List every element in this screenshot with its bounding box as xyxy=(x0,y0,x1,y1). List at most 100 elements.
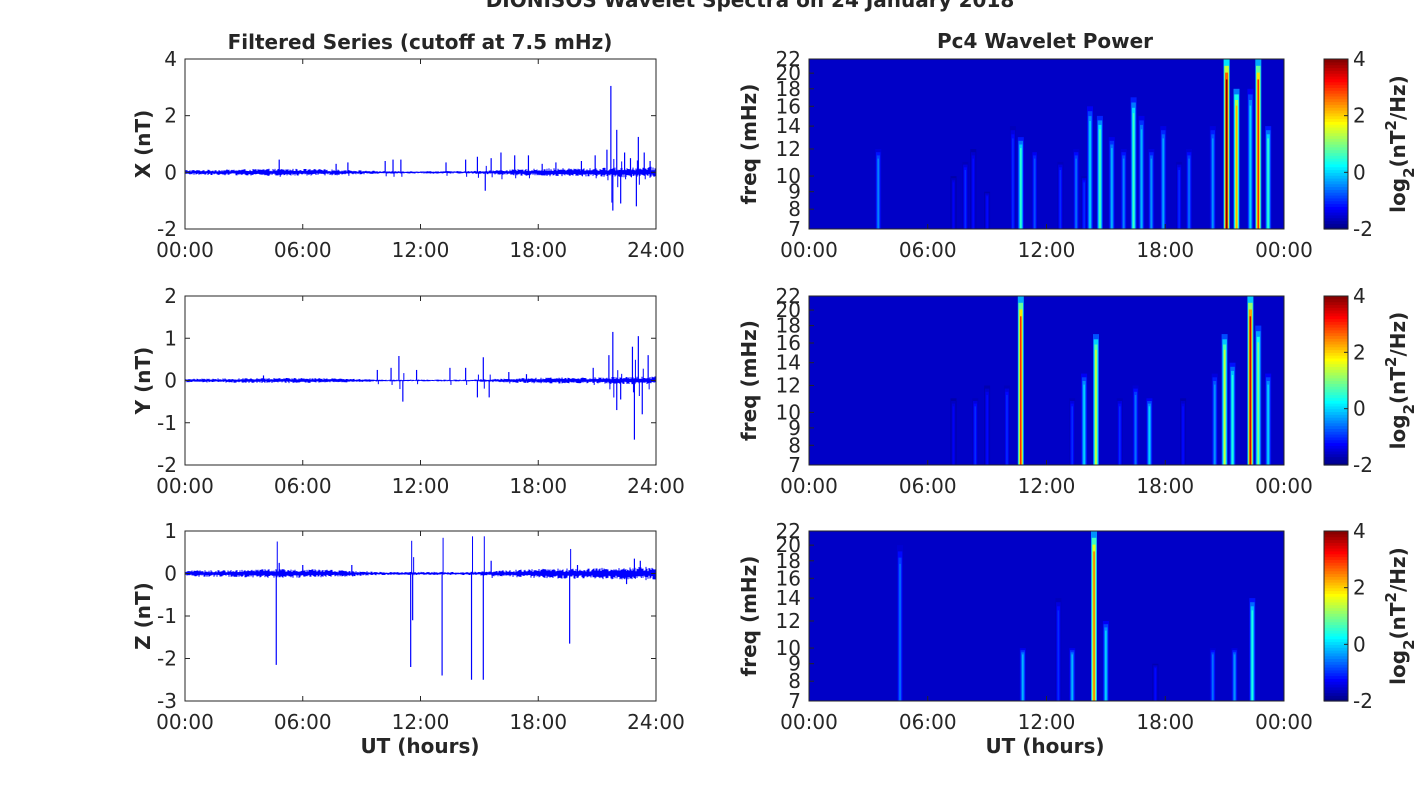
x-tick-label: 12:00 xyxy=(392,710,450,734)
power-burst xyxy=(1059,170,1062,229)
colorbar-band xyxy=(1324,689,1348,694)
power-burst xyxy=(1249,105,1252,229)
colorbar-tick-label: -2 xyxy=(1353,217,1373,241)
time-series-panel-x: -2 0 2 4 00:00 06:00 12:00 18:00 24:00 X (nT) xyxy=(131,47,685,262)
colorbar-band xyxy=(1324,180,1348,185)
colorbar-band xyxy=(1324,678,1348,682)
colorbar-label: log2(nT2/Hz) xyxy=(1382,547,1418,685)
colorbar-band xyxy=(1324,593,1348,597)
power-burst xyxy=(1006,395,1008,465)
heatmap-background xyxy=(809,531,1284,701)
colorbar-tick-label: -2 xyxy=(1353,689,1373,713)
colorbar-band xyxy=(1324,448,1348,452)
colorbar-band xyxy=(1324,459,1348,463)
colorbar-frame xyxy=(1323,58,1349,230)
colorbar-band xyxy=(1324,618,1348,623)
colorbar-band xyxy=(1324,67,1348,71)
x-tick-label: 12:00 xyxy=(392,238,450,262)
y-tick-label: 10 xyxy=(776,400,801,424)
x-tick-label: 06:00 xyxy=(274,474,332,498)
power-burst xyxy=(1162,138,1164,229)
x-tick-label: 18:00 xyxy=(509,238,567,262)
colorbar-band xyxy=(1324,550,1348,555)
x-tick-label: 18:00 xyxy=(509,474,567,498)
power-burst xyxy=(986,196,988,229)
colorbar-band xyxy=(1324,635,1348,640)
power-burst xyxy=(1178,170,1180,229)
colorbar-band xyxy=(1324,453,1348,458)
signal-baseline xyxy=(185,166,656,178)
y-tick-label: 20 xyxy=(776,61,801,85)
colorbar-band xyxy=(1324,90,1348,94)
colorbar-band xyxy=(1324,650,1348,654)
y-tick-label: 14 xyxy=(776,586,801,610)
x-tick-label: 18:00 xyxy=(1136,238,1194,262)
colorbar-band xyxy=(1324,419,1348,424)
y-axis-label: Y (nT) xyxy=(131,347,155,416)
colorbar-band xyxy=(1324,565,1348,569)
colorbar-band xyxy=(1324,197,1348,202)
colorbar-band xyxy=(1324,138,1348,142)
colorbar-band xyxy=(1324,64,1348,69)
colorbar-band xyxy=(1324,630,1348,634)
colorbar-band xyxy=(1324,129,1348,134)
right-column-title: Pc4 Wavelet Power xyxy=(937,29,1153,53)
colorbar-band xyxy=(1324,573,1348,577)
colorbar-band xyxy=(1324,124,1348,128)
power-burst xyxy=(1225,79,1228,229)
colorbar-tick-label: 2 xyxy=(1353,104,1366,128)
colorbar-band xyxy=(1324,220,1348,224)
colorbar-band xyxy=(1324,397,1348,401)
colorbar-band xyxy=(1324,217,1348,222)
colorbar-band xyxy=(1324,408,1348,413)
x-tick-label: 00:00 xyxy=(156,710,214,734)
y-tick-label: 0 xyxy=(164,160,177,184)
colorbar-band xyxy=(1324,73,1348,77)
colorbar-tick-label: -2 xyxy=(1353,453,1373,477)
colorbar-band xyxy=(1324,366,1348,370)
power-burst xyxy=(1095,349,1097,465)
colorbar-band xyxy=(1324,338,1348,342)
colorbar-band xyxy=(1324,304,1348,308)
y-tick-label: 2 xyxy=(164,104,177,128)
colorbar-band xyxy=(1324,149,1348,154)
power-burst xyxy=(1020,148,1022,229)
power-burst xyxy=(1257,79,1259,229)
plot-area xyxy=(185,59,656,229)
x-tick-label: 06:00 xyxy=(274,238,332,262)
colorbar-band xyxy=(1324,372,1348,376)
colorbar-band xyxy=(1324,343,1348,348)
power-burst xyxy=(899,563,901,701)
y-tick-label: 18 xyxy=(776,549,801,573)
power-burst xyxy=(1154,668,1157,701)
y-tick-label: 22 xyxy=(776,519,801,543)
colorbar-band xyxy=(1324,169,1348,173)
colorbar-band xyxy=(1324,422,1348,427)
x-tick-label: 18:00 xyxy=(1136,710,1194,734)
x-tick-label: 00:00 xyxy=(1255,710,1313,734)
power-burst xyxy=(1122,158,1125,229)
power-burst xyxy=(1233,654,1236,701)
colorbar-band xyxy=(1324,400,1348,404)
colorbar-tick-label: 2 xyxy=(1353,340,1366,364)
colorbar-band xyxy=(1324,383,1348,387)
power-burst xyxy=(1111,148,1113,229)
colorbar-band xyxy=(1324,641,1348,645)
colorbar-band xyxy=(1324,369,1348,373)
power-burst xyxy=(974,406,976,465)
y-tick-label: 20 xyxy=(776,298,801,322)
power-burst xyxy=(1223,349,1226,465)
colorbar-band xyxy=(1324,374,1348,379)
x-tick-label: 24:00 xyxy=(627,474,685,498)
plot-layer: -2 0 2 4 00:00 06:00 12:00 18:00 24:00 X (nT) -2 -1… xyxy=(131,47,1418,734)
y-axis-label: Z (nT) xyxy=(131,582,155,650)
colorbar-frame xyxy=(1323,295,1349,466)
colorbar-band xyxy=(1324,158,1348,162)
colorbar-band xyxy=(1324,567,1348,572)
colorbar-band xyxy=(1324,450,1348,455)
colorbar-band xyxy=(1324,121,1348,125)
y-axis-label: freq (mHz) xyxy=(737,320,761,441)
y-tick-label: 22 xyxy=(776,47,801,71)
colorbar-band xyxy=(1324,442,1348,446)
